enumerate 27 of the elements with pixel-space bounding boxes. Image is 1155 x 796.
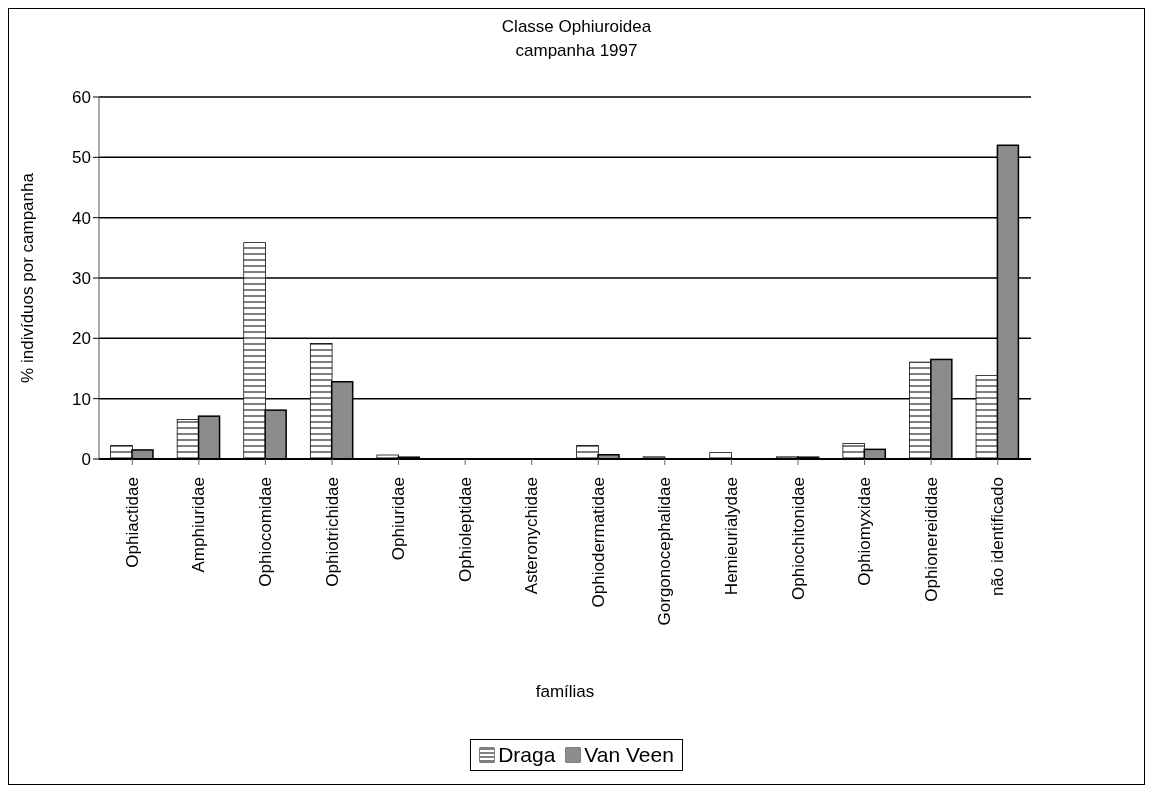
y-axis-title: % indivíduos por campanha [18,172,38,383]
x-tick-label: Ophiotrichidae [322,477,342,587]
y-tick-label: 50 [72,148,91,168]
y-tick-label: 10 [72,389,91,409]
x-tick-label: Amphiuridae [189,477,209,573]
legend-label: Van Veen [583,743,674,767]
x-tick-label: Ophiuridae [389,477,409,561]
y-tick-label: 40 [72,208,91,228]
chart-title: Classe Ophiuroidea [500,16,653,38]
x-tick-label: Asteronychidae [522,477,542,595]
legend-label: Draga [497,743,556,767]
x-tick-label: Hemieurialydae [721,477,741,596]
y-tick-label: 20 [72,329,91,349]
x-tick-label: Ophioleptidae [455,477,475,582]
y-tick-label: 60 [72,88,91,108]
x-tick-label: Ophiactidae [122,477,142,568]
x-tick-label: Ophiocomidae [255,477,275,587]
x-axis-title: famílias [535,682,595,701]
x-tick-label: não identificado [988,477,1008,597]
y-tick-label: 30 [72,269,91,289]
x-tick-label: Ophiomyxidae [855,477,875,586]
x-tick-label: Ophiodermatidae [588,477,608,608]
x-tick-label: Ophiochitonidae [788,477,808,600]
x-tick-label: Gorgonocephalidae [655,477,675,626]
chart-subtitle: campanha 1997 [514,40,639,62]
y-tick-label: 0 [81,450,91,470]
x-tick-label: Ophionereididae [921,477,941,602]
